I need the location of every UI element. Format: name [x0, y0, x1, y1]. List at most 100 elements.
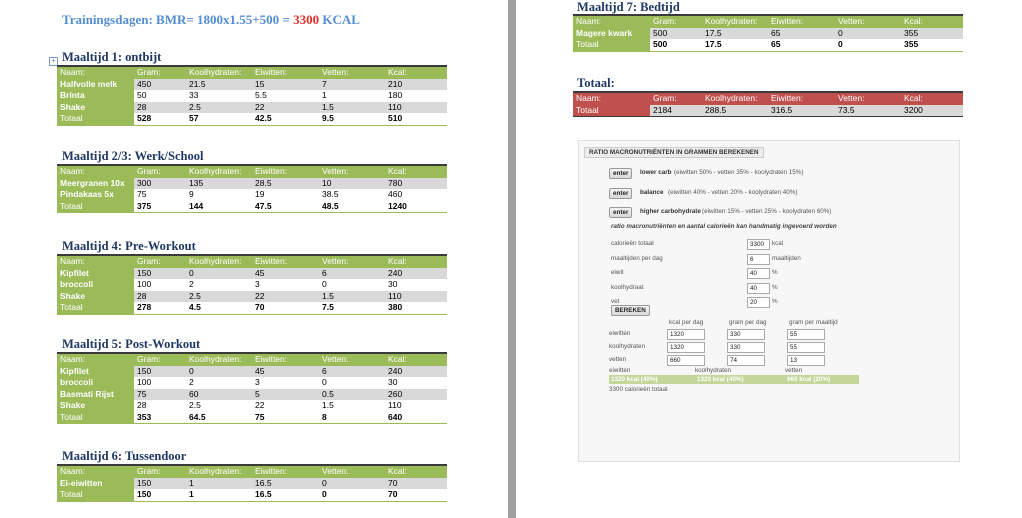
cell: 288.5	[702, 104, 768, 117]
row-label: Meergranen 10x	[57, 177, 134, 189]
cell: 8	[319, 411, 385, 424]
header-cell: Eiwitten:	[252, 66, 319, 79]
row-label: Brinta	[57, 90, 134, 102]
cell: 60	[186, 388, 252, 400]
result-input[interactable]: 330	[727, 342, 765, 353]
cell: 73.5	[835, 104, 901, 117]
header-cell: Eiwitten:	[252, 353, 319, 366]
header-cell: Naam:	[57, 165, 134, 178]
cell: 22	[252, 290, 319, 302]
row-label: Shake	[57, 101, 134, 113]
result-input[interactable]: 55	[787, 342, 825, 353]
header-cell: Vetten:	[319, 66, 385, 79]
row-label: broccoli	[57, 279, 134, 291]
result-input[interactable]: 1320	[667, 329, 705, 340]
preset-button[interactable]: enter	[609, 168, 633, 179]
header-cell: Eiwitten:	[768, 92, 835, 105]
cell: 2184	[650, 104, 702, 117]
header-cell: Koolhydraten:	[186, 165, 252, 178]
bar-label: eiwitten	[609, 367, 631, 374]
right-page: Maaltijd 7: Bedtijd Naam: Gram: Koolhydrate…	[516, 0, 1022, 518]
cell: 17.5	[702, 27, 768, 39]
total-row: Totaal 375 144 47.5 48.5 1240	[57, 200, 447, 213]
preset-name: lower carb	[640, 169, 672, 176]
cell: 57	[186, 113, 252, 125]
meal-title: Maaltijd 6: Tussendoor	[62, 449, 187, 463]
header-cell: Koolhydraten:	[702, 15, 768, 28]
bar-label: koolhydraten	[695, 367, 732, 374]
cell: 2.5	[186, 400, 252, 412]
header-cell: Naam:	[57, 255, 134, 268]
field-input[interactable]: 6	[747, 253, 770, 265]
header-cell: Kcal:	[385, 353, 447, 366]
cell: 48.5	[319, 200, 385, 213]
cell: 3200	[901, 104, 963, 117]
cell: 9.5	[319, 113, 385, 125]
result-input[interactable]: 330	[727, 329, 765, 340]
cell: 1	[186, 489, 252, 501]
header-cell: Naam:	[573, 15, 650, 28]
cell: 780	[385, 177, 447, 189]
cell: 7	[319, 78, 385, 90]
header-cell: Vetten:	[319, 465, 385, 478]
field-input[interactable]: 40	[747, 268, 770, 279]
data-row: Shake 28 2.5 22 1.5 110	[57, 290, 447, 302]
cell: 300	[134, 177, 186, 189]
total-row: Totaal 528 57 42.5 9.5 510	[57, 113, 447, 125]
result-input[interactable]: 74	[727, 355, 765, 366]
data-row: Kipfilet 150 0 45 6 240	[57, 365, 447, 377]
cell: 0	[319, 477, 385, 489]
calculator-panel: RATIO MACRONUTRIËNTEN IN GRAMMEN BEREKEN…	[578, 140, 960, 462]
field-input[interactable]: 3300	[747, 239, 770, 250]
preset-button[interactable]: enter	[609, 207, 633, 218]
cell: 510	[385, 113, 447, 125]
submit-button[interactable]: BEREKEN	[611, 305, 650, 316]
cell: 10	[319, 177, 385, 189]
cell: 64.5	[186, 411, 252, 424]
cell: 21.5	[186, 78, 252, 90]
cell: 180	[385, 90, 447, 102]
preset-button[interactable]: enter	[609, 187, 633, 199]
data-table: Naam: Gram: Koolhydraten: Eiwitten: Vetten: K…	[57, 164, 447, 213]
cell: 278	[134, 302, 186, 314]
cell: 353	[134, 411, 186, 424]
result-input[interactable]: 55	[787, 329, 825, 340]
cell: 100	[134, 377, 186, 389]
cell: 15	[252, 78, 319, 90]
cell: 0	[835, 27, 901, 39]
header-cell: Gram:	[134, 66, 186, 79]
total-row: Totaal 150 1 16.5 0 70	[57, 489, 447, 501]
field-input[interactable]: 40	[747, 282, 770, 294]
cell: 316.5	[768, 104, 835, 117]
result-input[interactable]: 660	[667, 355, 705, 366]
cell: 16.5	[252, 489, 319, 501]
result-header: gram per maaltijd	[789, 319, 838, 326]
row-label: Totaal	[57, 113, 134, 125]
cell: 30	[385, 279, 447, 291]
result-input[interactable]: 1320	[667, 342, 705, 353]
header-row: Naam: Gram: Koolhydraten: Eiwitten: Vetten: K…	[57, 353, 447, 366]
expand-icon[interactable]: +	[49, 57, 58, 66]
result-input[interactable]: 13	[787, 355, 825, 366]
cell: 375	[134, 200, 186, 213]
cell: 240	[385, 267, 447, 279]
cell: 1	[186, 477, 252, 489]
preset-name: higher carbohydrate	[640, 208, 701, 215]
row-label: Shake	[57, 400, 134, 412]
cell: 70	[252, 302, 319, 314]
header-cell: Kcal:	[385, 255, 447, 268]
header-cell: Eiwitten:	[252, 255, 319, 268]
cell: 4.5	[186, 302, 252, 314]
result-label: vetten	[609, 356, 627, 363]
field-input[interactable]: 20	[747, 297, 770, 308]
header-row: Naam: Gram: Koolhydraten: Eiwitten: Vetten: K…	[573, 92, 963, 105]
result-label: koolhydraten	[609, 343, 646, 350]
field-label: eiwit	[611, 269, 624, 276]
cell: 33	[186, 90, 252, 102]
cell: 75	[134, 189, 186, 201]
note: ratio macronutriënten en aantal calorieë…	[611, 223, 837, 230]
cell: 3	[252, 279, 319, 291]
preset-desc: (eiwitten 50% - vetten 35% - koolydraten…	[674, 169, 804, 176]
data-table: Naam: Gram: Koolhydraten: Eiwitten: Vetten: K…	[57, 254, 447, 315]
cell: 380	[385, 302, 447, 314]
